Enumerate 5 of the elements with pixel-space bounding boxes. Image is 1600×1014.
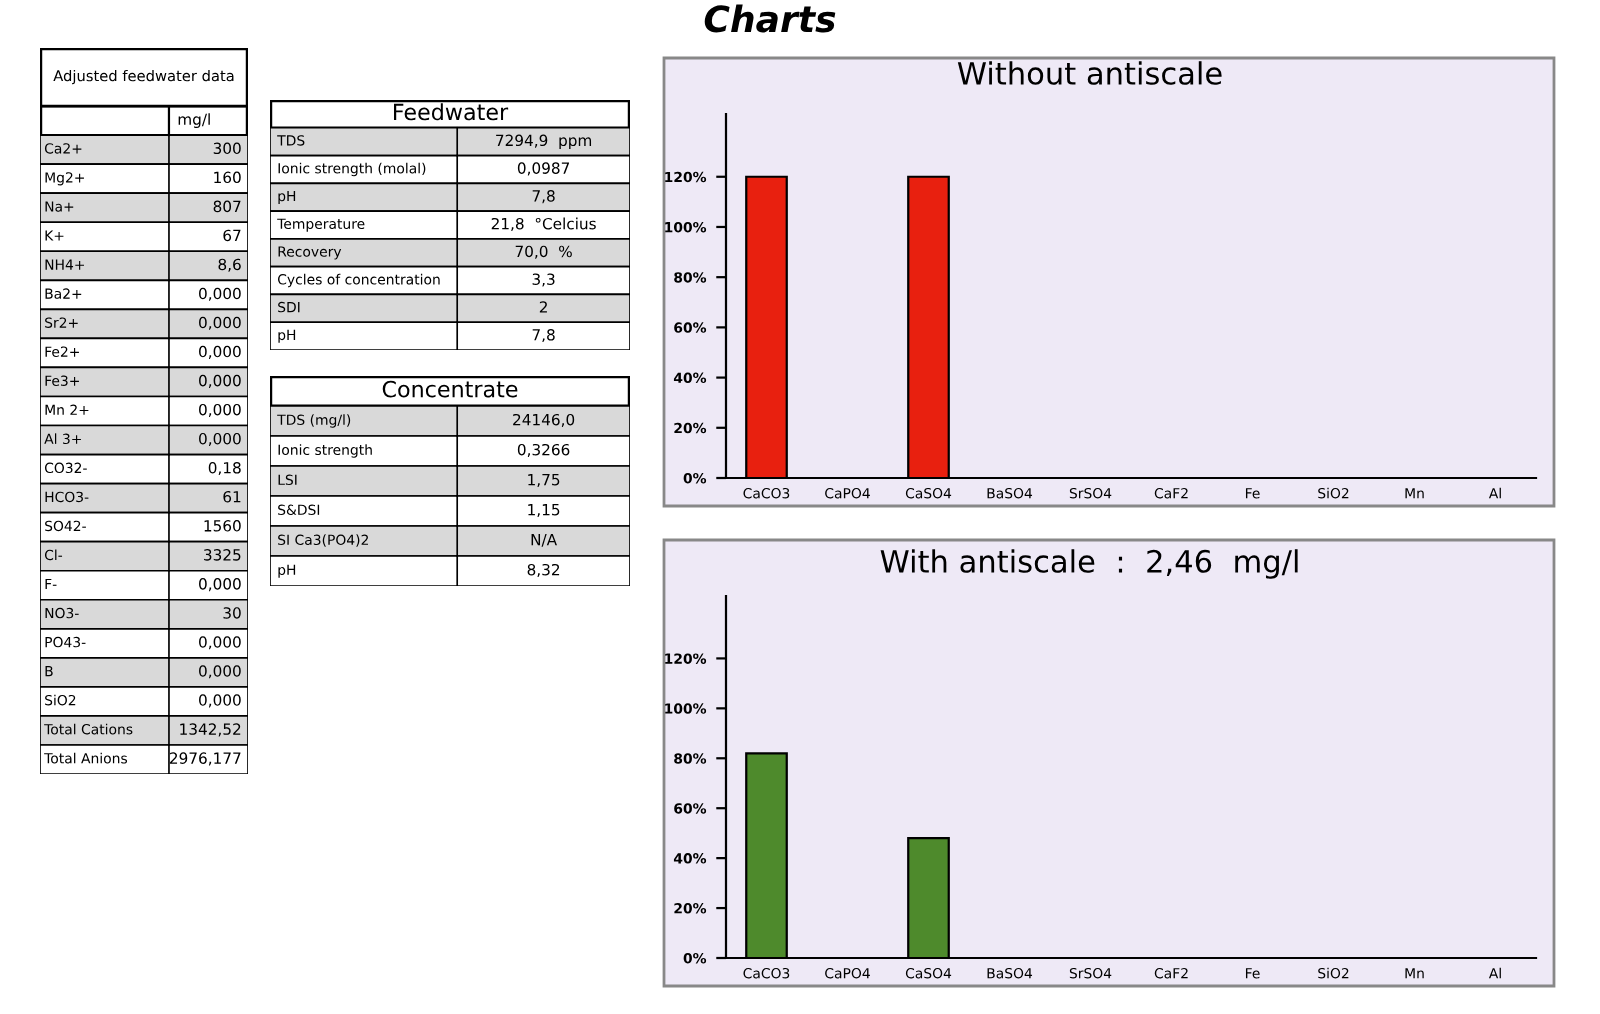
- chart-title: Charts: [704, 4, 836, 33]
- chart-title: With antiscale : 2,46 mg/l: [880, 549, 1298, 579]
- text: Feedwater: [394, 103, 509, 121]
- text: Concentrate: [382, 380, 518, 398]
- chart-subtitle: Without antiscale: [957, 61, 1222, 85]
